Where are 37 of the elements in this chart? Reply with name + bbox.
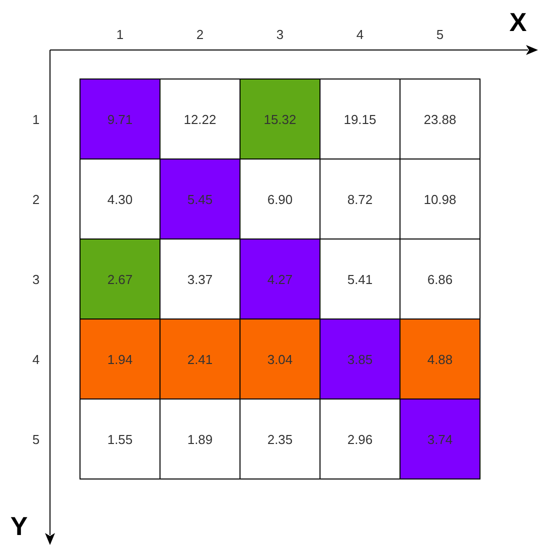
data-label: 3.85 xyxy=(347,352,373,367)
x-tick-label: 3 xyxy=(276,27,284,42)
y-tick-label: 1 xyxy=(32,112,40,127)
y-tick-label: 2 xyxy=(32,192,40,207)
x-tick-label: 5 xyxy=(436,27,444,42)
data-label: 1.55 xyxy=(107,432,133,447)
y-axis-title: Y xyxy=(10,511,28,541)
data-label: 3.74 xyxy=(427,432,453,447)
data-label: 6.86 xyxy=(427,272,453,287)
data-label: 5.45 xyxy=(187,192,213,207)
data-label: 5.41 xyxy=(347,272,373,287)
data-label: 19.15 xyxy=(344,112,376,127)
data-label: 2.67 xyxy=(107,272,133,287)
data-label: 2.96 xyxy=(347,432,373,447)
data-label: 6.90 xyxy=(267,192,293,207)
data-label: 12.22 xyxy=(184,112,216,127)
data-label: 23.88 xyxy=(424,112,456,127)
data-label: 10.98 xyxy=(424,192,456,207)
y-tick-label: 5 xyxy=(32,432,40,447)
x-tick-label: 1 xyxy=(116,27,124,42)
data-label: 4.30 xyxy=(107,192,133,207)
data-label: 2.35 xyxy=(267,432,293,447)
data-label: 3.04 xyxy=(267,352,293,367)
data-label: 3.37 xyxy=(187,272,213,287)
x-tick-label: 4 xyxy=(356,27,364,42)
data-label: 15.32 xyxy=(264,112,296,127)
x-axis-title: X xyxy=(509,7,528,37)
data-label: 8.72 xyxy=(347,192,373,207)
data-label: 1.89 xyxy=(187,432,213,447)
x-tick-label: 2 xyxy=(196,27,204,42)
data-label: 9.71 xyxy=(107,112,133,127)
data-label: 4.88 xyxy=(427,352,453,367)
data-label: 1.94 xyxy=(107,352,133,367)
data-label: 4.27 xyxy=(267,272,293,287)
y-tick-label: 3 xyxy=(32,272,40,287)
y-tick-label: 4 xyxy=(32,352,40,367)
data-label: 2.41 xyxy=(187,352,213,367)
